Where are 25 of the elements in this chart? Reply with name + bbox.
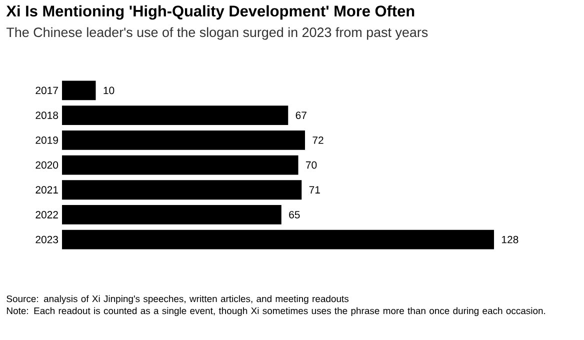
y-tick-label: 2023 — [36, 236, 58, 244]
y-tick-label: 2017 — [36, 86, 58, 94]
data-label: 70 — [306, 161, 317, 169]
data-label: 10 — [104, 86, 114, 94]
bar — [62, 205, 282, 224]
data-label: 65 — [289, 211, 300, 218]
data-label: 72 — [312, 136, 324, 144]
data-label: 67 — [296, 112, 306, 120]
y-tick-label: 2021 — [36, 186, 58, 194]
data-label: 128 — [502, 236, 518, 244]
y-tick-label: 2022 — [36, 211, 58, 218]
bar — [62, 80, 96, 100]
source-note: Source: analysis of Xi Jinping's speeches, written articles, and meeting readouts — [6, 295, 349, 304]
chart-subtitle: The Chinese leader's use of the slogan surged in 2023 from past years — [6, 27, 428, 40]
bar — [62, 155, 298, 175]
bar — [62, 130, 306, 150]
y-tick-label: 2018 — [36, 112, 58, 120]
chart-title: Xi Is Mentioning 'High-Quality Development' More Often — [6, 5, 414, 20]
y-tick-label: 2019 — [36, 136, 58, 144]
data-label: 71 — [309, 186, 320, 194]
text: Note: Each readout is counted as a single event, though Xi sometimes uses the phrase more than once during each occasion. — [6, 307, 546, 316]
bar — [62, 180, 302, 200]
y-tick-label: 2020 — [36, 161, 58, 169]
bar — [62, 106, 288, 125]
bar — [62, 230, 494, 250]
